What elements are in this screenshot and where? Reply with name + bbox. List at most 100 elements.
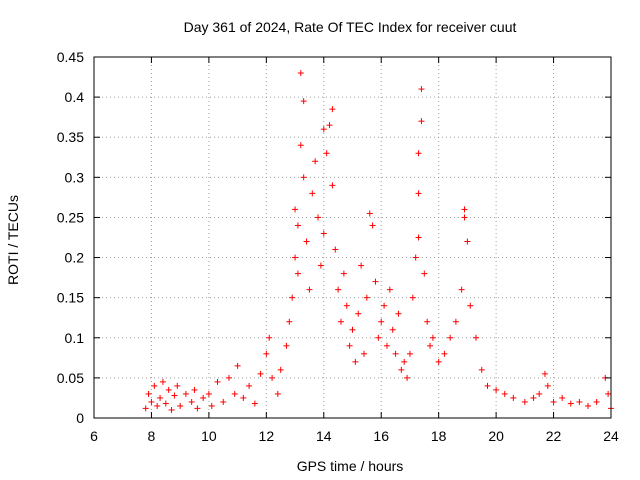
data-point xyxy=(441,350,448,357)
data-point xyxy=(162,400,169,407)
data-point xyxy=(165,386,172,393)
data-point xyxy=(461,206,468,213)
data-point xyxy=(415,190,422,197)
data-point xyxy=(142,405,149,412)
x-tick-label: 6 xyxy=(90,428,98,444)
data-point xyxy=(378,318,385,325)
data-point xyxy=(320,230,327,237)
data-point xyxy=(593,398,600,405)
data-point xyxy=(297,70,304,77)
data-point xyxy=(415,234,422,241)
data-point xyxy=(303,238,310,245)
data-point xyxy=(306,286,313,293)
data-point xyxy=(145,390,152,397)
data-point xyxy=(263,350,270,357)
data-point xyxy=(277,366,284,373)
x-tick-label: 24 xyxy=(603,428,619,444)
data-point xyxy=(292,206,299,213)
data-point xyxy=(386,286,393,293)
data-point xyxy=(421,270,428,277)
data-point xyxy=(550,398,557,405)
data-point xyxy=(392,350,399,357)
data-point xyxy=(297,142,304,149)
y-tick-label: 0.35 xyxy=(57,129,84,145)
data-point xyxy=(171,392,178,399)
data-point xyxy=(473,334,480,341)
axes: 6 8 10 12 14 16 18 20 22 24 0 0.05 0.1 0.15 0.2 0.25 0.3… xyxy=(57,49,619,444)
data-point xyxy=(452,318,459,325)
data-point xyxy=(415,150,422,157)
y-axis-label: ROTI / TECUs xyxy=(5,195,21,285)
data-point xyxy=(605,390,612,397)
data-point xyxy=(151,382,158,389)
data-point xyxy=(349,326,356,333)
x-tick-label: 8 xyxy=(148,428,156,444)
data-point xyxy=(585,402,592,409)
data-point xyxy=(225,374,232,381)
data-point xyxy=(395,310,402,317)
data-point xyxy=(294,270,301,277)
data-point xyxy=(401,358,408,365)
x-tick-label: 20 xyxy=(488,428,504,444)
data-point xyxy=(300,174,307,181)
data-point xyxy=(208,402,215,409)
data-point xyxy=(312,158,319,165)
data-point xyxy=(478,366,485,373)
x-tick-label: 16 xyxy=(373,428,389,444)
data-point xyxy=(576,398,583,405)
data-point xyxy=(340,270,347,277)
data-point xyxy=(188,398,195,405)
x-tick-label: 14 xyxy=(316,428,332,444)
data-point xyxy=(182,390,189,397)
data-point xyxy=(338,318,345,325)
data-point xyxy=(363,294,370,301)
data-point xyxy=(335,286,342,293)
y-tick-label: 0.4 xyxy=(65,89,85,105)
data-point xyxy=(404,374,411,381)
data-point xyxy=(326,122,333,129)
data-point xyxy=(320,126,327,133)
data-point xyxy=(329,106,336,113)
data-point xyxy=(323,150,330,157)
data-point xyxy=(200,394,207,401)
data-point xyxy=(510,394,517,401)
data-point xyxy=(191,386,198,393)
data-point xyxy=(389,326,396,333)
x-tick-label: 10 xyxy=(201,428,217,444)
data-point xyxy=(157,394,164,401)
y-tick-label: 0.45 xyxy=(57,49,84,65)
x-axis-label: GPS time / hours xyxy=(297,458,404,474)
data-point xyxy=(458,286,465,293)
x-tick-label: 12 xyxy=(259,428,275,444)
y-tick-label: 0.05 xyxy=(57,370,84,386)
data-point xyxy=(168,406,175,413)
data-point xyxy=(418,86,425,93)
data-point xyxy=(309,190,316,197)
data-point xyxy=(447,334,454,341)
data-point xyxy=(205,390,212,397)
data-point xyxy=(257,370,264,377)
plot-frame xyxy=(93,56,612,419)
data-point xyxy=(300,98,307,105)
data-point xyxy=(177,402,184,409)
data-point xyxy=(398,366,405,373)
data-point xyxy=(521,398,528,405)
data-point xyxy=(429,334,436,341)
data-point xyxy=(493,386,500,393)
data-point xyxy=(372,278,379,285)
data-point xyxy=(467,302,474,309)
data-point xyxy=(251,400,258,407)
data-point xyxy=(544,382,551,389)
data-point xyxy=(329,182,336,189)
data-point xyxy=(464,238,471,245)
data-point xyxy=(427,342,434,349)
grid-lines xyxy=(94,57,611,418)
data-point xyxy=(461,214,468,221)
data-point xyxy=(381,302,388,309)
y-tick-label: 0.1 xyxy=(65,330,85,346)
data-point xyxy=(317,262,324,269)
data-point xyxy=(559,394,566,401)
chart-title: Day 361 of 2024, Rate Of TEC Index for r… xyxy=(184,19,517,35)
data-point xyxy=(286,318,293,325)
y-tick-label: 0.2 xyxy=(65,250,85,266)
